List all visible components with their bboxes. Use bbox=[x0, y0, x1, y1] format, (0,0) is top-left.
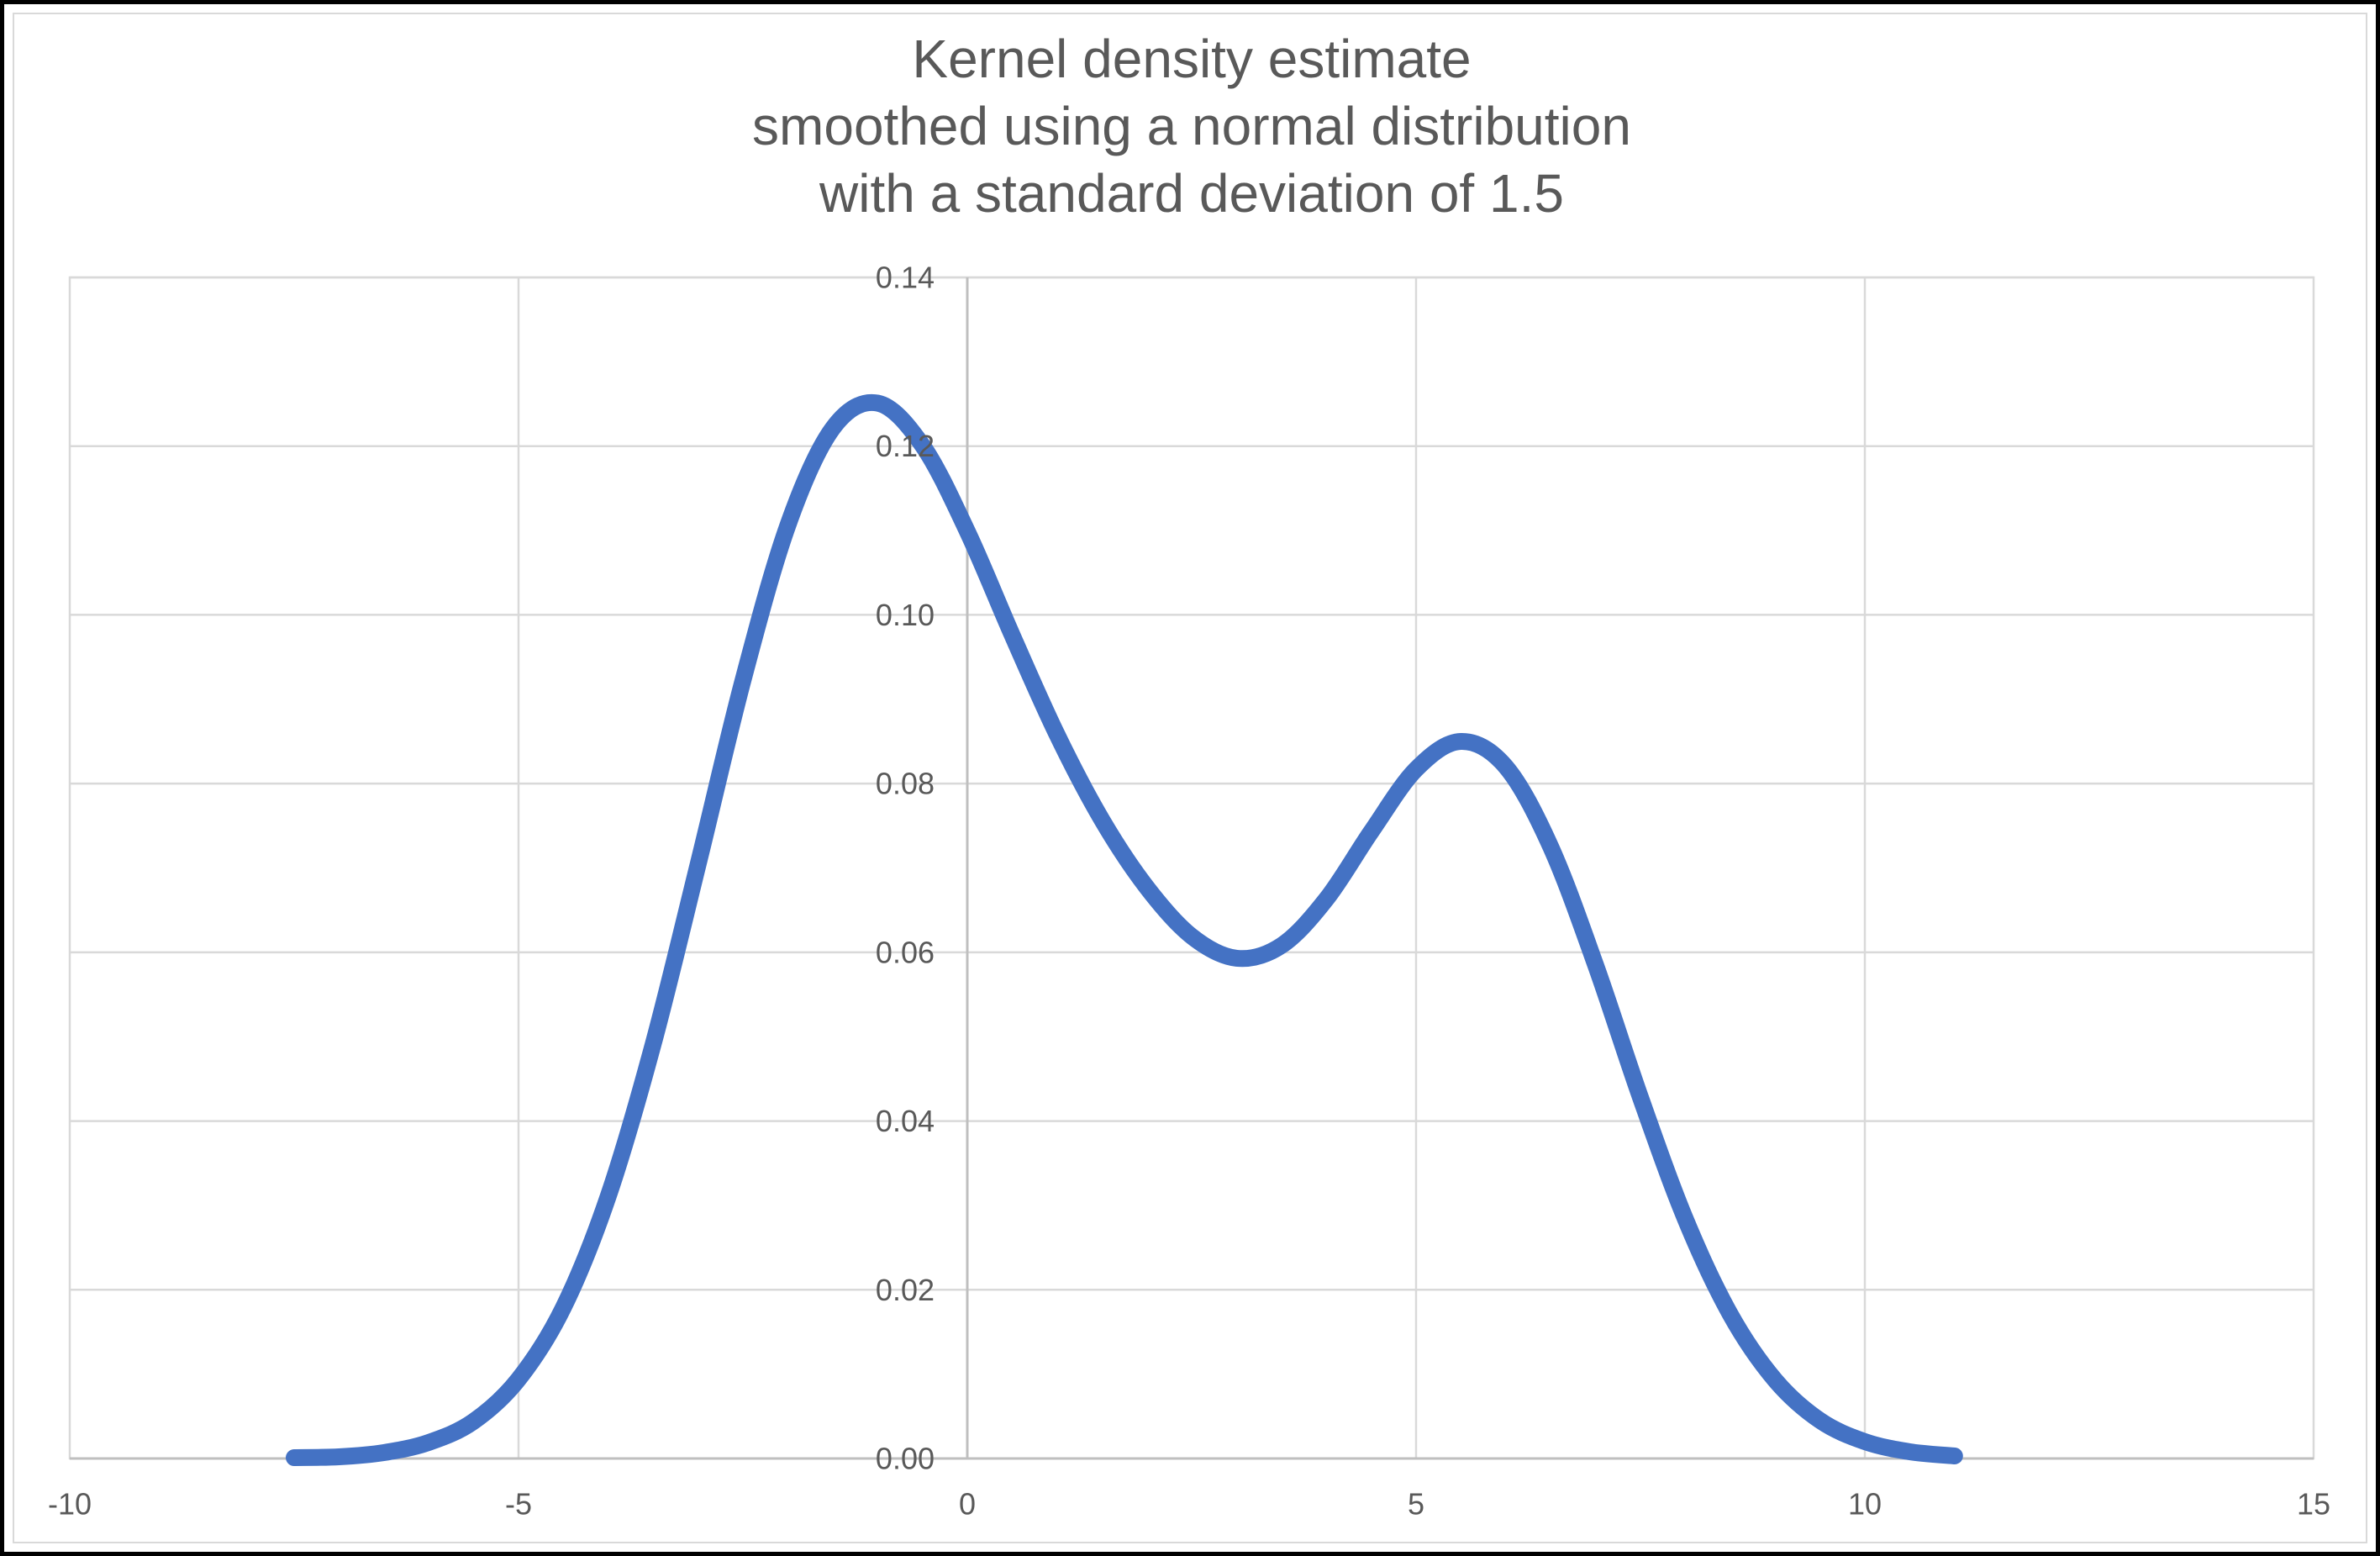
y-tick-label: 0.08 bbox=[876, 767, 935, 801]
y-tick-label: 0.14 bbox=[876, 261, 935, 295]
x-tick-label: -5 bbox=[505, 1487, 532, 1522]
chart-title-line-2: smoothed using a normal distribution bbox=[752, 96, 1631, 156]
chart-title-line-1: Kernel density estimate bbox=[912, 29, 1472, 89]
x-tick-label: 10 bbox=[1848, 1487, 1882, 1522]
plot-area-border bbox=[68, 276, 2315, 1460]
kde-curve bbox=[286, 393, 1963, 1466]
chart-title-line-3: with a standard deviation of 1.5 bbox=[819, 163, 1564, 224]
series-lines bbox=[286, 393, 1963, 1466]
y-tick-label: 0.06 bbox=[876, 935, 935, 969]
chart-title: Kernel density estimate smoothed using a… bbox=[70, 25, 2314, 227]
axes bbox=[70, 277, 2314, 1460]
x-tick-label: -10 bbox=[48, 1487, 92, 1522]
x-tick-label: 0 bbox=[959, 1487, 976, 1522]
y-tick-label: 0.04 bbox=[876, 1104, 935, 1138]
x-tick-label: 5 bbox=[1408, 1487, 1424, 1522]
x-tick-label: 15 bbox=[2297, 1487, 2330, 1522]
y-tick-label: 0.10 bbox=[876, 598, 935, 632]
chart-area-border bbox=[13, 13, 2367, 1543]
y-tick-labels: 0.00 0.02 0.04 0.06 0.08 0.10 0.12 0.14 bbox=[876, 261, 935, 1476]
x-tick-labels: -10 -5 0 5 10 15 bbox=[48, 1487, 2330, 1522]
chart-area-border-rect bbox=[13, 13, 2367, 1543]
y-tick-label: 0.02 bbox=[876, 1273, 935, 1307]
y-tick-label: 0.12 bbox=[876, 429, 935, 463]
y-tick-label: 0.00 bbox=[876, 1442, 935, 1476]
gridlines bbox=[68, 276, 2315, 1460]
